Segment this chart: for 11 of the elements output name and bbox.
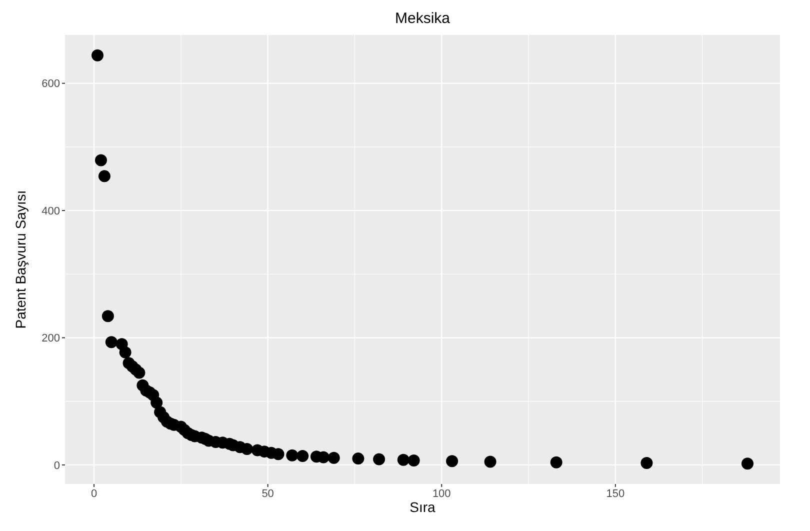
- x-tick-label: 150: [606, 488, 625, 500]
- y-tick-label: 0: [54, 460, 60, 472]
- x-tick-label: 50: [262, 488, 274, 500]
- x-axis-title: Sıra: [410, 499, 436, 515]
- y-axis-title: Patent Başvuru Sayısı: [12, 190, 28, 329]
- x-tick-label: 100: [432, 488, 451, 500]
- y-tick-label: 600: [42, 78, 60, 90]
- x-tick-label: 0: [90, 488, 98, 500]
- chart-title: Meksika: [394, 10, 451, 27]
- y-tick-label: 200: [42, 332, 60, 345]
- y-tick-label: 400: [42, 205, 60, 218]
